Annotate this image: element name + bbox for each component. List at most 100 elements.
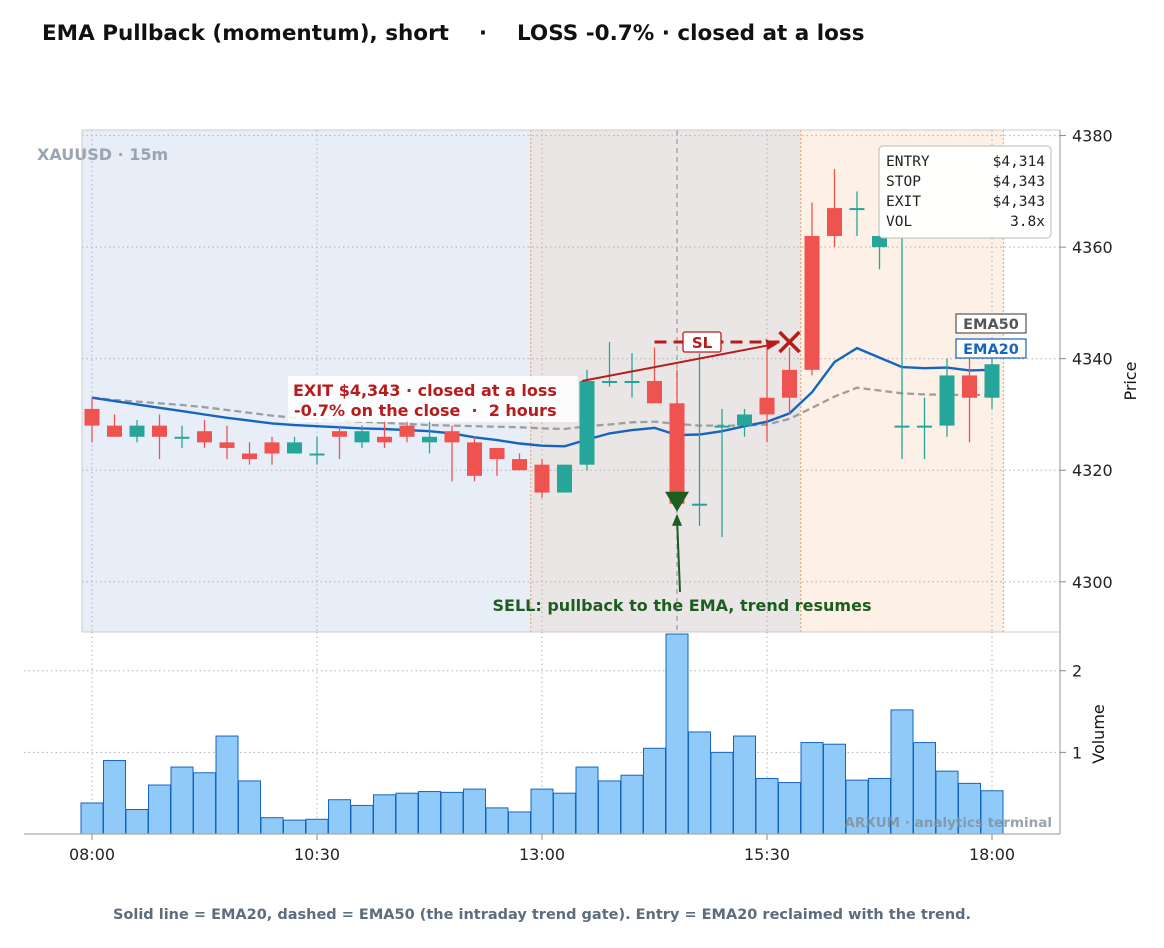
- time-tick-label: 10:30: [294, 845, 340, 864]
- ema20-line: [91, 346, 993, 448]
- chart-title: EMA Pullback (momentum), short · LOSS -0…: [42, 21, 865, 46]
- candle: [444, 425, 460, 482]
- volume-bar: [170, 766, 194, 835]
- volume-bar: [620, 774, 644, 835]
- candle-body: [242, 453, 257, 460]
- candle: [737, 408, 752, 437]
- price-tick-label: 4380: [1072, 127, 1113, 146]
- candle: [782, 347, 797, 415]
- candle-body: [669, 403, 685, 504]
- candle: [512, 453, 527, 471]
- volume-bar: [148, 784, 171, 835]
- candle-body: [557, 464, 572, 493]
- volume-bar: [418, 791, 441, 835]
- candle: [669, 369, 685, 504]
- volume-bar: [193, 772, 216, 835]
- volume-bar: [755, 777, 779, 835]
- candle: [129, 420, 145, 443]
- info-value: $4,343: [993, 194, 1045, 210]
- time-tick-label: 18:00: [969, 845, 1015, 864]
- legend-item-ema20: EMA20: [963, 342, 1019, 358]
- candle-body: [84, 408, 100, 426]
- sell-arrow-head: [672, 513, 682, 526]
- candle-body: [444, 431, 460, 443]
- volume-axis-label: Volume: [1089, 704, 1108, 764]
- candle-body: [602, 381, 617, 383]
- candle-body: [714, 425, 730, 428]
- volume-bar: [215, 735, 239, 835]
- candle-body: [647, 381, 662, 404]
- candle: [557, 464, 572, 493]
- candle-body: [782, 369, 797, 398]
- volume-bar: [350, 804, 374, 835]
- candle: [849, 191, 865, 236]
- candle-body: [219, 442, 235, 448]
- candle: [962, 353, 977, 443]
- candle-body: [917, 425, 932, 428]
- price-axis-label: Price: [1121, 361, 1140, 400]
- time-tick-label: 15:30: [744, 845, 790, 864]
- candle: [467, 436, 482, 482]
- volume-bar: [508, 811, 531, 835]
- price-tick-label: 4340: [1072, 350, 1113, 369]
- trade-info-box: [878, 145, 1052, 239]
- candle-body: [354, 431, 370, 443]
- candle: [894, 219, 910, 460]
- exit-annotation-arrow: [581, 342, 776, 382]
- candle: [579, 369, 595, 471]
- price-panel: XAUUSD · 15m SL EXIT $4,343 · closed at a…: [37, 127, 1140, 834]
- candle-body: [534, 464, 550, 493]
- info-label: ENTRY: [886, 154, 930, 170]
- volume-bar: [688, 731, 711, 835]
- candle-body: [737, 414, 752, 426]
- volume-bar: [283, 819, 306, 835]
- volume-bar: [103, 760, 126, 835]
- candle: [219, 425, 235, 460]
- candle-body: [129, 425, 145, 437]
- exit-annotation-line2: -0.7% on the close · 2 hours: [294, 401, 557, 420]
- candle-body: [984, 364, 1000, 398]
- candle-body: [872, 235, 887, 248]
- info-label: STOP: [886, 174, 921, 190]
- volume-bar: [485, 807, 509, 835]
- candle: [152, 414, 167, 460]
- volume-tick-label: 1: [1072, 743, 1082, 762]
- candle: [939, 358, 955, 437]
- info-value: $4,314: [993, 154, 1046, 170]
- price-tick-label: 4300: [1072, 573, 1113, 592]
- price-tick-label: 4320: [1072, 461, 1113, 480]
- candle-body: [107, 425, 122, 437]
- ema50-line: [91, 386, 992, 431]
- candle-body: [174, 436, 190, 439]
- candle: [534, 459, 550, 499]
- candle: [759, 347, 775, 443]
- candle: [602, 341, 617, 387]
- info-label: EXIT: [886, 194, 921, 210]
- candle-body: [264, 442, 280, 454]
- candle-body: [152, 425, 167, 437]
- candle-body: [377, 436, 392, 443]
- exit-arrow-head: [765, 338, 778, 350]
- candle: [84, 397, 100, 443]
- volume-bar: [328, 799, 351, 835]
- candle: [917, 397, 932, 460]
- candle: [827, 169, 842, 248]
- candle-body: [759, 397, 775, 415]
- candle: [422, 420, 437, 454]
- volume-bar: [553, 792, 576, 835]
- candle: [354, 425, 370, 448]
- candle: [197, 420, 212, 448]
- info-label: VOL: [886, 214, 912, 230]
- candle: [264, 436, 280, 465]
- volume-bar: [800, 742, 824, 835]
- volume-bar: [710, 751, 734, 835]
- candle-body: [489, 447, 505, 460]
- candle: [692, 353, 707, 527]
- volume-bar: [665, 633, 689, 835]
- volume-bar: [530, 788, 554, 835]
- candle-body: [894, 425, 910, 428]
- legend-item-box: [955, 313, 1027, 334]
- brand-watermark: ARXUM · analytics terminal: [844, 815, 1052, 831]
- volume-bar: [823, 743, 846, 835]
